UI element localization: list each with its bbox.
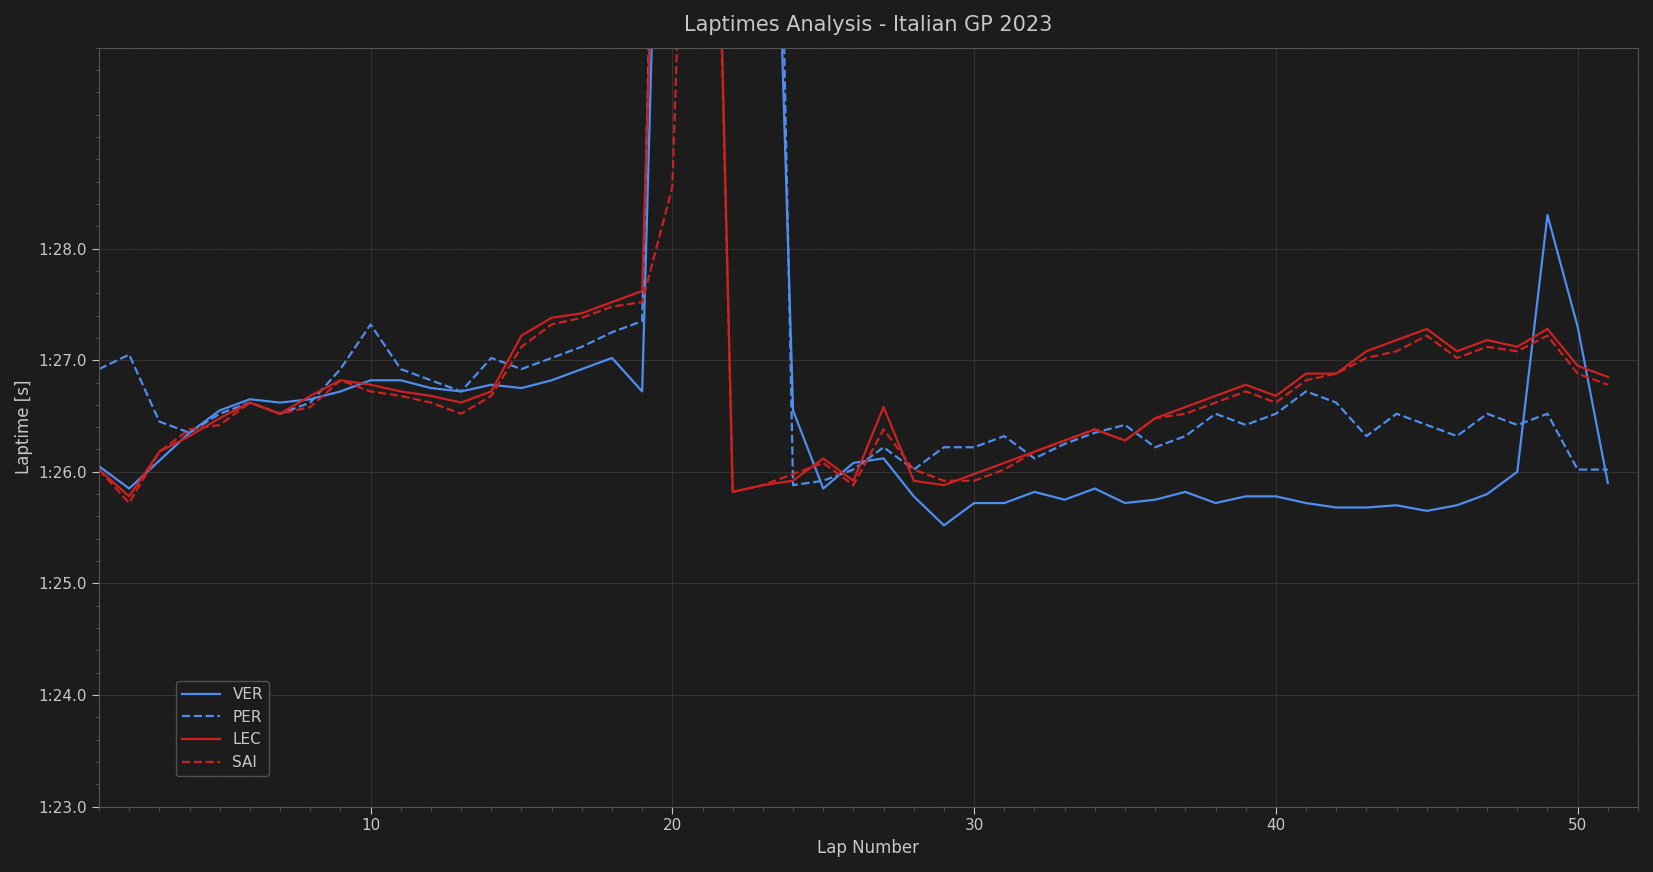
LEC xyxy=(451,398,471,408)
LEC xyxy=(119,491,139,501)
VER xyxy=(1567,322,1587,332)
VER xyxy=(89,461,109,472)
VER xyxy=(1598,478,1618,488)
SAI xyxy=(1236,386,1256,397)
PER xyxy=(542,352,562,363)
LEC xyxy=(1567,360,1587,371)
LEC xyxy=(1146,413,1165,424)
VER xyxy=(934,520,954,530)
SAI xyxy=(572,312,592,323)
PER xyxy=(89,364,109,374)
LEC xyxy=(1598,371,1618,382)
SAI xyxy=(119,498,139,508)
Line: PER: PER xyxy=(99,0,1608,485)
PER xyxy=(1598,464,1618,474)
VER xyxy=(422,383,441,393)
LEC xyxy=(1236,379,1256,390)
PER xyxy=(1567,464,1587,474)
PER xyxy=(422,375,441,385)
Title: Laptimes Analysis - Italian GP 2023: Laptimes Analysis - Italian GP 2023 xyxy=(684,15,1053,35)
X-axis label: Lap Number: Lap Number xyxy=(818,839,919,857)
SAI xyxy=(602,302,622,312)
Line: SAI: SAI xyxy=(99,0,1608,503)
LEC xyxy=(572,308,592,318)
LEC xyxy=(602,296,622,307)
VER xyxy=(542,375,562,385)
SAI xyxy=(1567,368,1587,378)
Line: LEC: LEC xyxy=(99,0,1608,496)
SAI xyxy=(89,464,109,474)
PER xyxy=(1146,442,1165,453)
Legend: VER, PER, LEC, SAI: VER, PER, LEC, SAI xyxy=(175,681,269,776)
PER xyxy=(1236,419,1256,430)
SAI xyxy=(451,408,471,419)
Y-axis label: Laptime [s]: Laptime [s] xyxy=(15,380,33,474)
SAI xyxy=(1598,379,1618,390)
SAI xyxy=(1146,413,1165,424)
PER xyxy=(784,480,803,490)
LEC xyxy=(89,464,109,474)
VER xyxy=(572,364,592,374)
VER xyxy=(1236,491,1256,501)
Line: VER: VER xyxy=(99,0,1608,525)
PER xyxy=(572,342,592,352)
VER xyxy=(1146,494,1165,505)
